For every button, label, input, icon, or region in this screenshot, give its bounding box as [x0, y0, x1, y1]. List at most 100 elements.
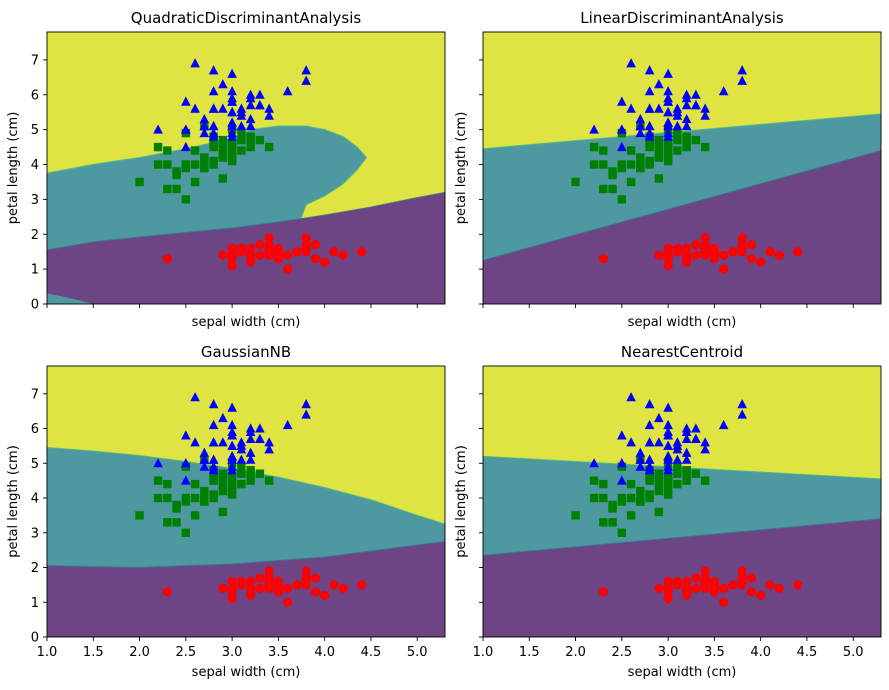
point-class-0 [700, 566, 710, 576]
point-class-1 [663, 153, 673, 162]
y-tick-label: 4 [31, 492, 39, 507]
point-class-0 [737, 243, 747, 253]
point-class-2 [644, 399, 655, 409]
point-class-2 [617, 458, 627, 468]
point-class-1 [636, 153, 645, 162]
point-class-2 [245, 100, 256, 110]
point-class-1 [589, 493, 599, 503]
point-class-2 [199, 461, 210, 471]
point-class-2 [681, 113, 692, 124]
point-class-2 [626, 392, 636, 402]
y-axis-label: petal length (cm) [6, 112, 21, 225]
point-class-2 [245, 93, 256, 103]
point-class-0 [719, 583, 729, 593]
point-class-2 [218, 103, 228, 113]
point-class-1 [181, 493, 191, 503]
point-class-2 [635, 454, 646, 464]
point-class-2 [227, 430, 237, 440]
point-class-2 [617, 430, 627, 440]
point-class-0 [246, 243, 256, 253]
y-tick-label: 7 [31, 387, 39, 402]
point-class-1 [626, 511, 636, 520]
point-class-2 [644, 131, 655, 141]
point-class-2 [644, 454, 655, 464]
point-class-1 [218, 507, 228, 517]
point-class-0 [273, 254, 283, 264]
point-class-2 [181, 141, 191, 152]
subplot-title: LinearDiscriminantAnalysis [580, 9, 784, 27]
point-class-1 [135, 511, 144, 520]
point-class-2 [737, 399, 747, 409]
point-class-1 [218, 174, 228, 183]
point-class-1 [181, 528, 191, 537]
point-class-2 [672, 444, 683, 454]
point-class-2 [255, 423, 265, 433]
point-class-1 [654, 507, 664, 517]
point-class-0 [329, 580, 339, 590]
point-class-0 [292, 580, 302, 590]
plot-area [47, 32, 445, 304]
subplot-title: QuadraticDiscriminantAnalysis [131, 9, 362, 27]
point-class-2 [737, 409, 747, 419]
point-class-0 [672, 580, 682, 590]
point-class-0 [227, 583, 237, 593]
region-class-0 [47, 192, 445, 304]
point-class-0 [654, 583, 664, 593]
point-class-0 [338, 583, 348, 593]
decision-boundary [483, 455, 881, 480]
decision-boundary [483, 149, 881, 261]
point-class-0 [273, 243, 283, 253]
point-class-2 [236, 120, 247, 131]
decision-boundary [483, 518, 881, 556]
point-class-2 [691, 423, 701, 433]
point-class-0 [273, 587, 283, 597]
subplot-4: 1.0 1.5 2.0 2.5 3.0 3.5 4.0 4.5 5.0 NearestCentro… [454, 343, 882, 680]
point-class-0 [765, 247, 775, 257]
point-class-1 [218, 142, 228, 152]
point-class-1 [181, 195, 191, 204]
point-class-2 [681, 120, 692, 131]
point-class-1 [200, 153, 209, 162]
point-class-2 [264, 437, 274, 447]
point-class-2 [617, 475, 627, 485]
point-class-2 [190, 58, 200, 68]
point-class-0 [310, 240, 321, 250]
y-tick-label: 7 [31, 53, 39, 68]
point-class-2 [663, 68, 673, 78]
point-class-2 [301, 399, 311, 409]
point-class-2 [227, 419, 237, 430]
point-class-0 [719, 264, 729, 274]
point-class-2 [227, 107, 237, 117]
point-class-1 [172, 184, 181, 194]
point-class-2 [644, 103, 655, 113]
point-class-1 [218, 135, 228, 145]
point-class-0 [746, 254, 757, 264]
point-class-2 [691, 89, 701, 99]
point-class-1 [190, 146, 200, 155]
point-class-1 [218, 469, 228, 478]
point-class-2 [617, 141, 627, 152]
point-class-1 [682, 132, 691, 141]
point-class-1 [571, 511, 580, 520]
point-class-1 [218, 476, 228, 485]
point-class-1 [599, 146, 608, 155]
point-class-2 [199, 120, 210, 131]
point-class-1 [663, 486, 673, 496]
point-class-0 [709, 587, 719, 597]
point-class-1 [682, 476, 691, 485]
point-class-2 [199, 113, 210, 124]
x-tick-label: 5.0 [843, 645, 864, 660]
point-class-0 [756, 257, 766, 267]
point-class-0 [236, 580, 246, 590]
point-class-0 [746, 587, 757, 597]
point-class-2 [301, 409, 311, 419]
point-class-2 [208, 103, 219, 113]
point-class-2 [236, 103, 247, 113]
point-class-1 [163, 184, 172, 194]
point-class-1 [673, 135, 682, 145]
point-class-2 [255, 100, 265, 110]
point-class-2 [718, 419, 729, 430]
point-class-1 [654, 174, 664, 183]
point-class-2 [245, 447, 256, 457]
point-class-2 [644, 65, 655, 75]
